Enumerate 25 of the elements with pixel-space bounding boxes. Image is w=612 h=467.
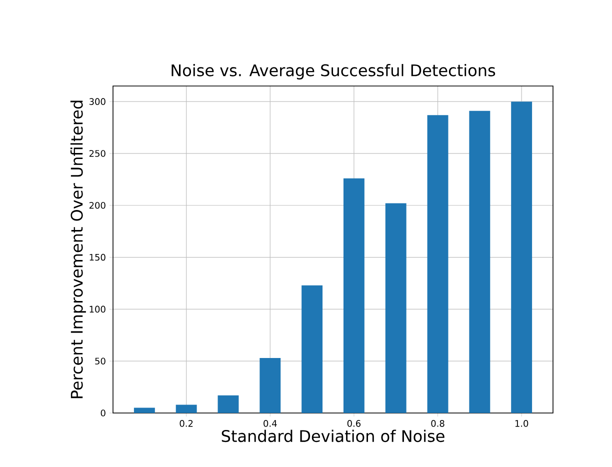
bar [427, 115, 448, 413]
y-tick-label: 0 [100, 410, 106, 416]
x-tick-label: 0.8 [431, 420, 444, 427]
y-tick-label: 200 [89, 202, 106, 209]
bar [302, 285, 323, 413]
bar [385, 203, 406, 413]
bar [511, 102, 532, 413]
x-tick-label: 0.4 [264, 420, 277, 427]
y-tick-label: 50 [95, 358, 106, 364]
y-tick-label: 150 [90, 254, 106, 261]
y-tick-label: 300 [89, 98, 106, 105]
y-axis-title: Percent Improvement Over Unfiltered [70, 100, 86, 398]
bar [469, 110, 490, 413]
bar [260, 358, 281, 413]
bar [343, 178, 364, 413]
y-tick-label: 250 [89, 150, 106, 157]
chart-title: Noise vs. Average Successful Detections [172, 64, 496, 80]
x-tick-label: 1.0 [515, 420, 528, 427]
bar [218, 395, 239, 413]
bar [134, 408, 155, 413]
bar [176, 404, 197, 413]
y-tick-label: 100 [90, 306, 106, 313]
x-axis-title: Standard Deviation of Noise [222, 430, 444, 442]
x-tick-label: 0.6 [347, 420, 361, 427]
x-tick-label: 0.2 [180, 420, 193, 427]
